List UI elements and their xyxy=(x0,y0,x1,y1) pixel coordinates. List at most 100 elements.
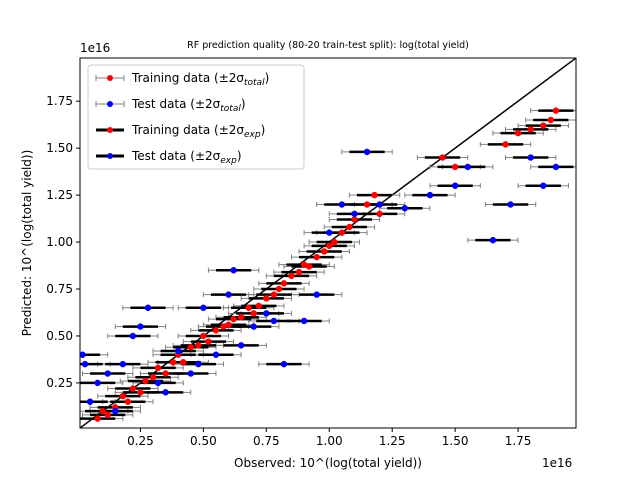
test-point xyxy=(451,182,459,189)
test-point xyxy=(86,398,94,405)
training-point xyxy=(154,364,162,372)
training-point xyxy=(502,141,509,148)
training-point xyxy=(162,370,169,377)
test-point xyxy=(154,379,162,387)
training-point xyxy=(280,280,288,287)
test-point xyxy=(507,201,514,208)
training-point xyxy=(137,389,144,396)
test-point xyxy=(280,360,288,368)
training-point xyxy=(371,191,378,199)
test-point xyxy=(527,154,534,161)
test-point xyxy=(489,236,497,244)
test-point xyxy=(137,323,144,330)
y-tick-label: 1.00 xyxy=(46,235,73,249)
training-point xyxy=(250,310,257,317)
x-tick-label: 1.75 xyxy=(505,434,532,448)
test-point xyxy=(230,266,237,274)
chart-title: RF prediction quality (80-20 train-test … xyxy=(187,40,469,51)
training-point xyxy=(547,116,555,124)
legend: Training data (±2σtotal) Test data (±2σto… xyxy=(87,64,305,170)
training-point xyxy=(179,359,187,366)
test-point xyxy=(225,291,232,298)
y-axis-label: Predicted: 10^(log(total yield)) xyxy=(20,150,34,337)
plot-area: 0.25 0.50 0.75 1.00 1.25 1.50 1.75 0.25 0.50 0.75… xyxy=(46,57,577,448)
data-marks xyxy=(80,58,576,428)
legend-label: Training data (±2σtotal) xyxy=(131,71,269,88)
test-point xyxy=(237,342,245,349)
x-tick-label: 0.75 xyxy=(253,434,280,448)
legend-label: Training data (±2σexp) xyxy=(131,123,265,140)
training-point xyxy=(451,163,459,171)
x-tick-label: 1.00 xyxy=(316,434,343,448)
test-point xyxy=(200,304,207,312)
test-point xyxy=(162,389,169,396)
training-point xyxy=(129,385,137,392)
training-point xyxy=(94,415,101,422)
test-point xyxy=(111,407,119,415)
training-point xyxy=(313,253,320,261)
training-point xyxy=(119,392,127,400)
training-point xyxy=(320,248,328,255)
test-point xyxy=(351,210,358,218)
training-point xyxy=(205,338,212,345)
x-tick-label: 1.25 xyxy=(379,434,406,448)
axes-frame xyxy=(79,57,577,429)
legend-entry: Training data (±2σexp) xyxy=(96,123,265,140)
legend-entry: Test data (±2σtotal) xyxy=(95,97,246,114)
y-tick-label: 1.50 xyxy=(46,141,73,155)
training-point xyxy=(142,377,149,385)
y-tick-label: 0.50 xyxy=(46,329,73,343)
training-point xyxy=(376,210,383,218)
training-point xyxy=(275,285,283,293)
legend-label: Test data (±2σtotal) xyxy=(131,97,246,114)
test-point xyxy=(250,323,257,330)
legend-label: Test data (±2σexp) xyxy=(131,149,242,166)
legend-entry: Test data (±2σexp) xyxy=(96,149,242,166)
training-point xyxy=(169,359,177,366)
training-point xyxy=(187,343,195,351)
training-point xyxy=(439,154,446,161)
test-point xyxy=(94,379,101,387)
test-point xyxy=(363,148,371,156)
training-point xyxy=(124,398,132,405)
test-point xyxy=(313,291,320,298)
training-point xyxy=(527,126,534,133)
test-point xyxy=(540,182,547,189)
test-point xyxy=(129,332,137,340)
training-point xyxy=(338,229,346,236)
legend-marker xyxy=(107,101,113,107)
x-tick-label: 1.50 xyxy=(442,434,469,448)
test-point xyxy=(552,163,560,171)
training-point xyxy=(255,302,263,310)
x-offset-label: 1e16 xyxy=(542,456,572,470)
training-point xyxy=(295,268,303,276)
x-tick-label: 0.25 xyxy=(127,434,154,448)
y-tick-label: 1.25 xyxy=(46,188,73,202)
legend-entry: Training data (±2σtotal) xyxy=(95,71,269,88)
training-point xyxy=(195,342,202,349)
training-point xyxy=(288,272,295,280)
training-point xyxy=(270,291,278,298)
training-point xyxy=(200,332,207,340)
training-point xyxy=(99,407,106,415)
training-point xyxy=(225,321,232,328)
test-point xyxy=(187,370,195,377)
y-tick-label: 0.25 xyxy=(46,376,73,390)
training-point xyxy=(104,411,111,419)
training-point xyxy=(237,313,245,321)
legend-box xyxy=(87,64,305,170)
training-point xyxy=(149,374,157,381)
training-point xyxy=(514,129,522,137)
legend-marker xyxy=(107,153,113,159)
y-tick-label: 0.75 xyxy=(46,282,73,296)
test-point xyxy=(376,201,383,208)
training-point xyxy=(245,304,252,312)
test-point xyxy=(81,360,89,368)
test-point xyxy=(144,304,152,312)
legend-marker xyxy=(107,127,113,133)
training-point xyxy=(552,107,560,114)
test-point xyxy=(174,347,182,355)
test-point xyxy=(263,310,270,317)
